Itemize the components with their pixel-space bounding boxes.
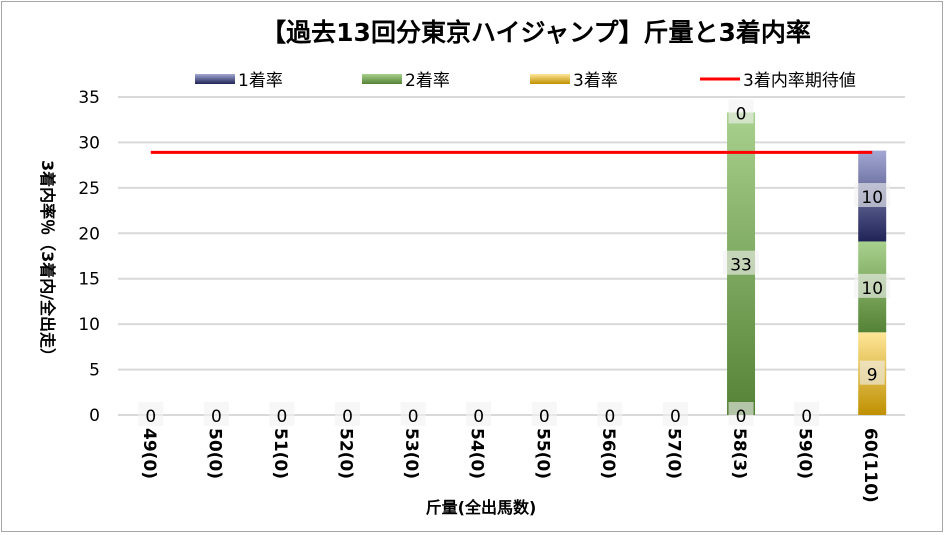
- data-label-bg: [728, 402, 754, 426]
- x-tick-label: 53(0): [401, 428, 421, 479]
- legend-label: 2着率: [405, 71, 450, 91]
- data-label: 10: [861, 279, 883, 299]
- x-tick-label: 54(0): [467, 428, 487, 479]
- y-tick-label: 0: [89, 406, 100, 426]
- y-tick-label: 30: [78, 133, 100, 153]
- legend-label: 3着内率期待値: [743, 71, 856, 91]
- x-tick-label: 51(0): [270, 428, 290, 479]
- x-tick-label: 59(0): [795, 428, 815, 479]
- data-label-bg: [723, 250, 760, 275]
- data-label-bg: [269, 402, 295, 426]
- data-label-bg: [854, 183, 891, 208]
- gridlines: [118, 96, 905, 416]
- data-label-bg: [335, 402, 361, 426]
- data-label: 0: [145, 407, 156, 427]
- x-tick-label: 55(0): [532, 428, 552, 479]
- x-axis-label: 斤量(全出馬数): [426, 498, 537, 517]
- chart-title: 【過去13回分東京ハイジャンプ】斤量と3着内率: [261, 18, 811, 47]
- data-label: 0: [473, 407, 484, 427]
- y-tick-label: 35: [78, 88, 100, 108]
- data-label: 10: [861, 188, 883, 208]
- x-tick-label: 52(0): [336, 428, 356, 479]
- legend-label: 1着率: [238, 71, 283, 91]
- data-label: 0: [539, 407, 550, 427]
- data-label-bg: [466, 402, 492, 426]
- data-label-bg: [794, 402, 820, 426]
- data-label-bg: [203, 402, 229, 426]
- x-tick-label: 50(0): [204, 428, 224, 479]
- y-tick-label: 25: [78, 179, 100, 199]
- legend: 1着率 2着率 3着率 3着内率期待値: [195, 71, 856, 91]
- legend-swatch: [530, 74, 570, 84]
- y-axis-ticks: 0 5 10 15 20 25 30 35: [78, 88, 100, 426]
- y-tick-label: 20: [78, 224, 100, 244]
- data-label: 0: [408, 407, 419, 427]
- legend-swatch: [362, 74, 402, 84]
- y-axis-label: 3着内率％（3着内/全出走）: [38, 160, 57, 364]
- data-label: 0: [670, 407, 681, 427]
- x-tick-label: 60(110): [860, 428, 880, 503]
- data-label: 33: [730, 256, 752, 276]
- data-label: 9: [867, 366, 878, 386]
- data-label: 0: [342, 407, 353, 427]
- data-label: 0: [801, 407, 812, 427]
- y-tick-label: 10: [78, 315, 100, 335]
- legend-label: 3着率: [573, 71, 618, 91]
- x-tick-label: 58(3): [729, 428, 749, 479]
- data-label-bg: [400, 402, 426, 426]
- data-label-bg: [728, 99, 754, 124]
- x-tick-label: 49(0): [139, 428, 159, 479]
- data-label: 0: [211, 407, 222, 427]
- x-tick-label: 57(0): [663, 428, 683, 479]
- data-label: 0: [736, 407, 747, 427]
- data-label-bg: [597, 402, 623, 426]
- data-label-bg: [531, 402, 557, 426]
- data-label: 0: [736, 104, 747, 124]
- data-labels: 0 0 0 0 0 0 0 0 0 0 33 0 0 9 10 10: [138, 99, 891, 427]
- data-label-bg: [859, 360, 885, 385]
- legend-swatch: [195, 74, 235, 84]
- y-tick-label: 15: [78, 270, 100, 290]
- x-tick-label: 56(0): [598, 428, 618, 479]
- data-label: 0: [277, 407, 288, 427]
- y-tick-label: 5: [89, 361, 100, 381]
- data-label-bg: [138, 402, 164, 426]
- data-label-bg: [662, 402, 688, 426]
- x-axis-ticks: 49(0) 50(0) 51(0) 52(0) 53(0) 54(0) 55(0) 56(0)…: [139, 428, 880, 503]
- data-label: 0: [604, 407, 615, 427]
- data-label-bg: [854, 273, 891, 298]
